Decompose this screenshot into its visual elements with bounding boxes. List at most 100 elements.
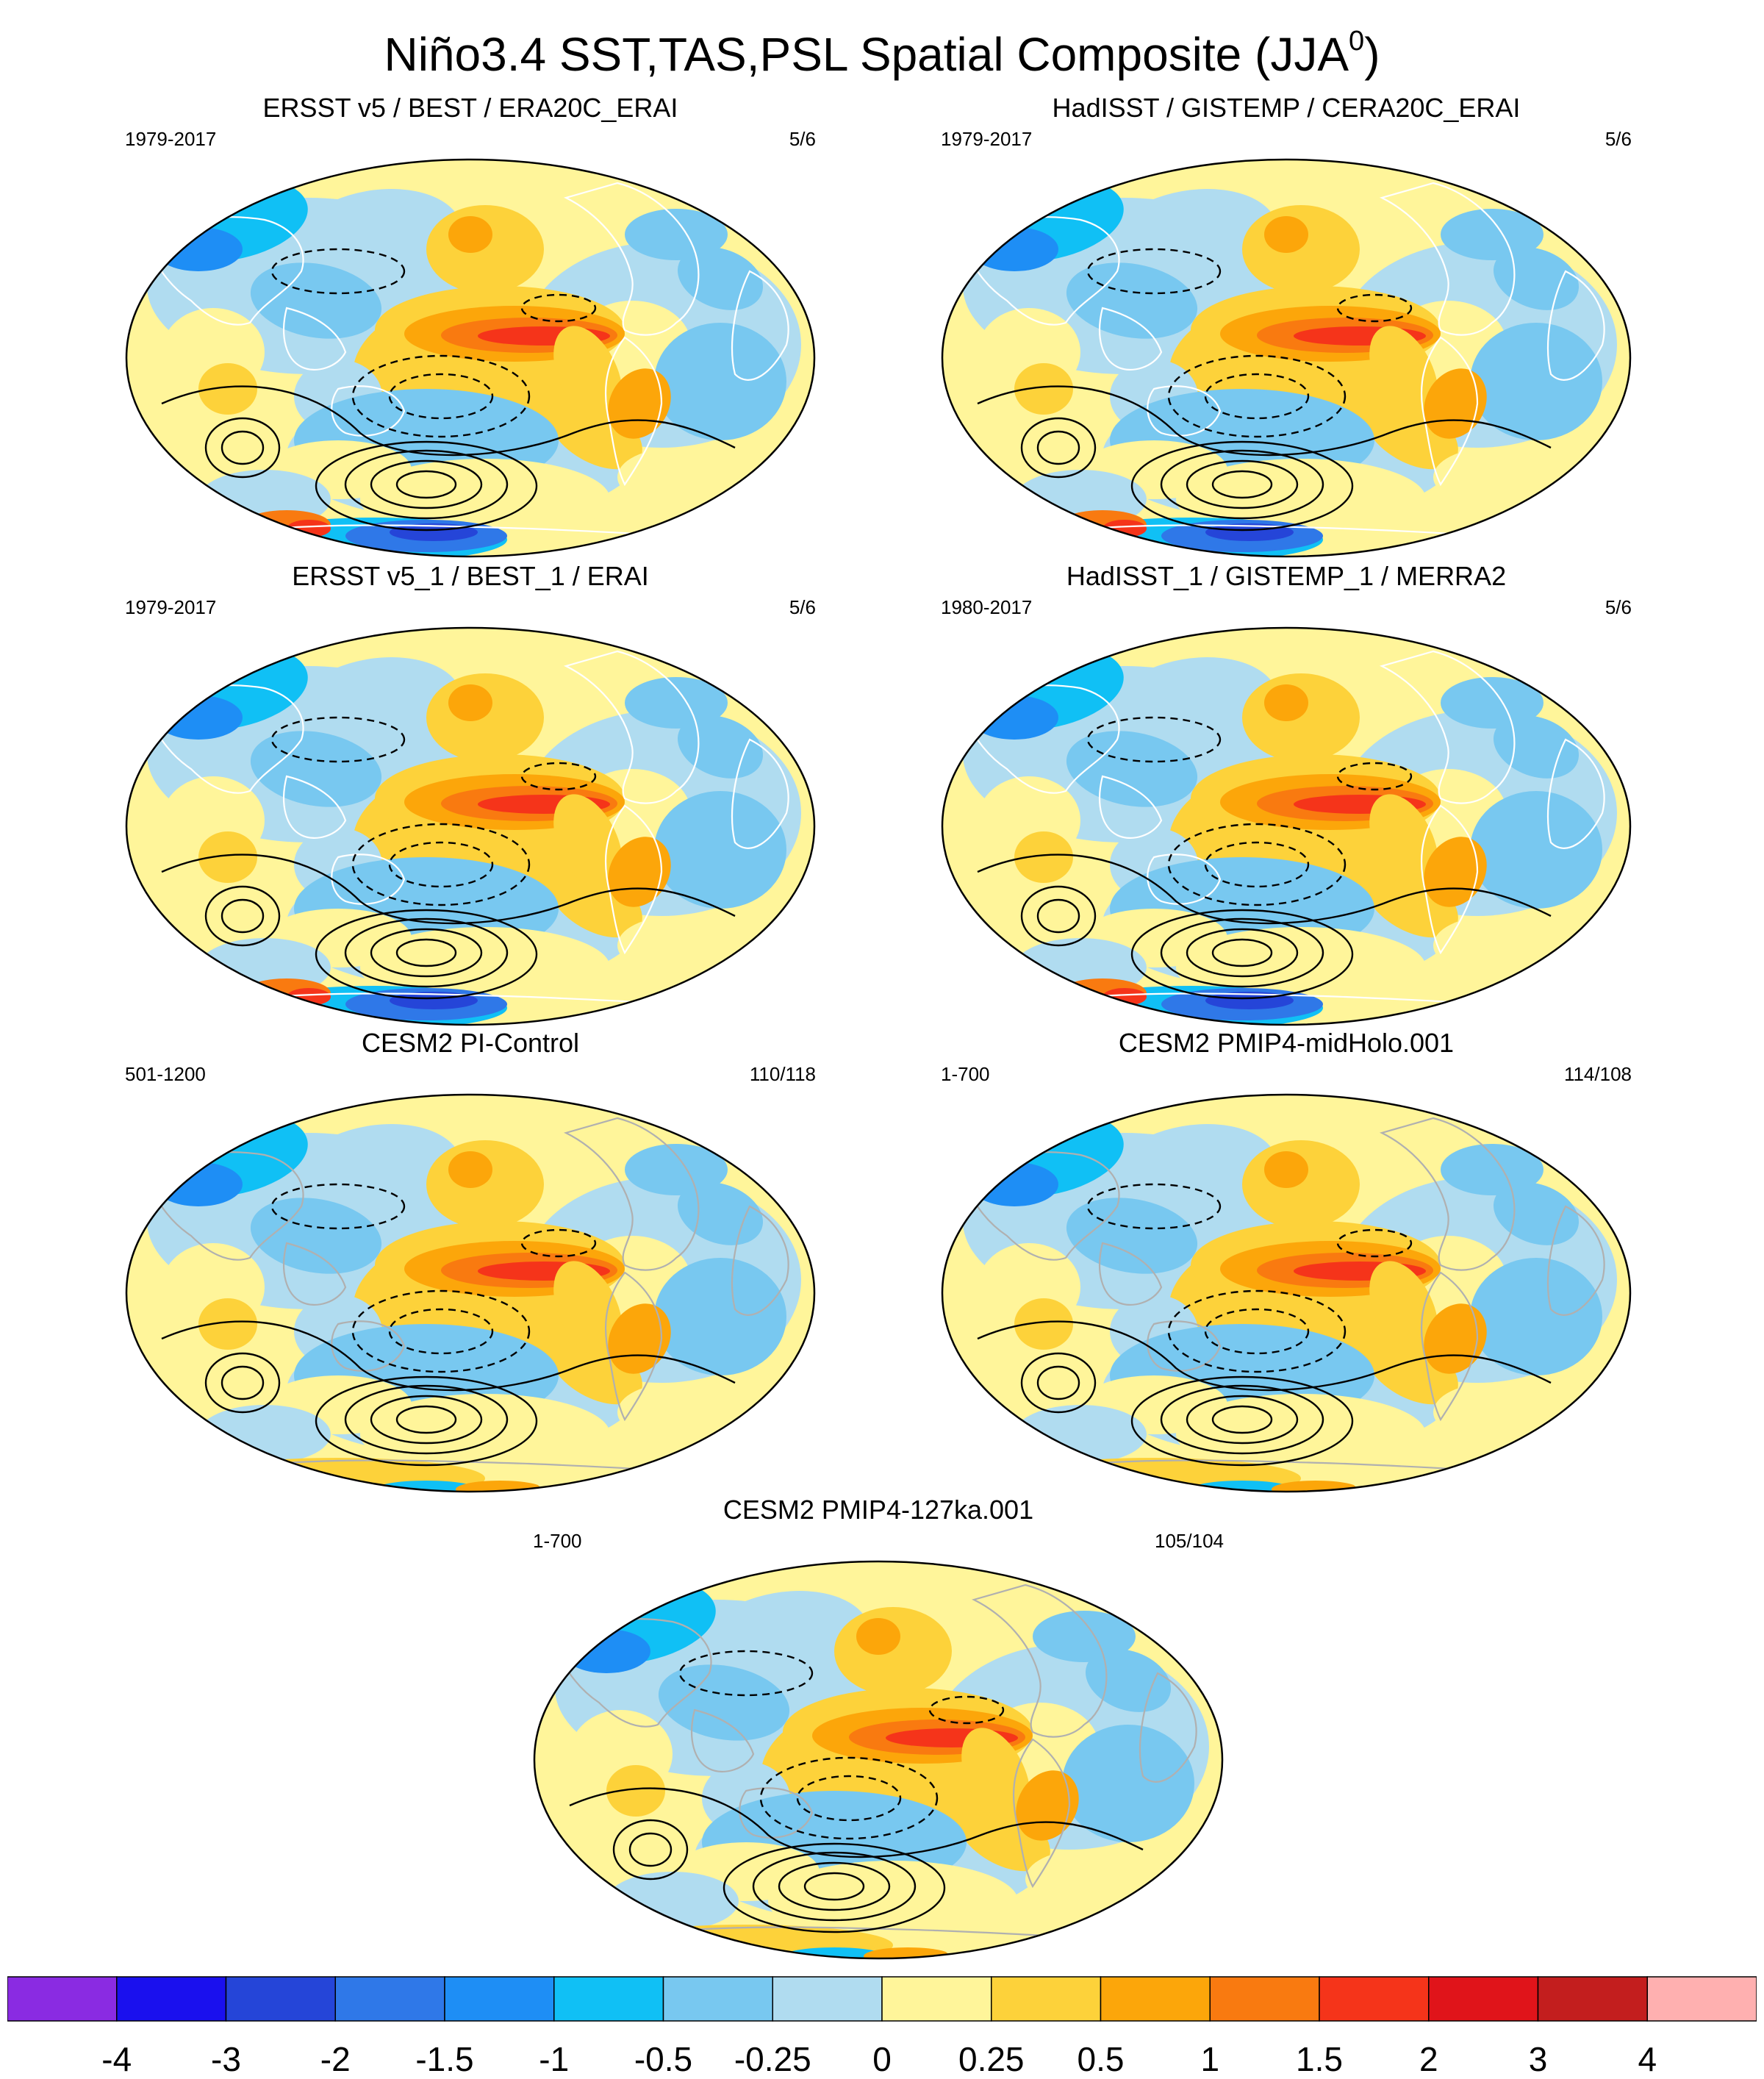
positive-psl-contour <box>204 885 281 947</box>
anomaly-region <box>1014 1405 1147 1464</box>
negative-psl-contour <box>388 1308 494 1355</box>
anomaly-region <box>1493 715 1580 779</box>
negative-psl-contour <box>351 1289 531 1373</box>
positive-psl-contour <box>1160 917 1324 988</box>
anomaly-region <box>1470 323 1602 440</box>
anomaly-region <box>1264 684 1308 721</box>
positive-psl-contour <box>1020 417 1097 479</box>
positive-psl-contour <box>1160 449 1324 520</box>
negative-psl-contour <box>1336 762 1413 791</box>
anomaly-region <box>1066 1198 1198 1274</box>
negative-psl-contour <box>520 1228 597 1258</box>
panel-count: 105/104 <box>1155 1530 1224 1552</box>
positive-psl-contour <box>723 1842 946 1933</box>
colorbar-swatch <box>1428 1976 1539 2022</box>
anomaly-region <box>606 1872 739 1930</box>
colorbar-tick-label: -4 <box>101 2040 132 2078</box>
anomaly-region <box>1264 1151 1308 1188</box>
coastline <box>1420 804 1479 955</box>
anomaly-field <box>534 1561 1222 1958</box>
colorbar-swatch <box>7 1976 118 2022</box>
colorbar-tick-label: -1.5 <box>415 2040 474 2078</box>
colorbar-swatch <box>991 1976 1102 2022</box>
coastline <box>604 336 663 487</box>
colorbar-swatch <box>772 1976 883 2022</box>
anomaly-region <box>1242 205 1360 293</box>
colorbar-swatch <box>444 1976 555 2022</box>
anomaly-region <box>1433 448 1551 507</box>
coastline <box>331 385 406 437</box>
positive-psl-contour <box>220 898 265 934</box>
positive-psl-contour <box>1130 440 1354 532</box>
anomaly-region <box>1066 262 1198 339</box>
anomaly-region <box>1433 916 1551 975</box>
panel-period: 1979-2017 <box>125 128 217 150</box>
psl-contour <box>569 1787 1144 1858</box>
psl-contour <box>161 385 736 457</box>
negative-psl-contour <box>351 354 531 438</box>
panel-period: 501-1200 <box>125 1063 206 1085</box>
colorbar-tick-label: 2 <box>1419 2040 1438 2078</box>
colorbar-tick-label: 0.25 <box>958 2040 1025 2078</box>
anomaly-region <box>1176 1394 1426 1475</box>
positive-psl-contour <box>315 909 538 1000</box>
psl-contour <box>977 1320 1552 1392</box>
map-panel-2: HadISST / GISTEMP / CERA20C_ERAI 1979-20… <box>933 92 1639 562</box>
anomaly-region <box>768 1861 1018 1942</box>
negative-psl-contour <box>351 823 531 906</box>
robinson-map <box>118 1089 823 1497</box>
negative-psl-contour <box>1204 1308 1310 1355</box>
anomaly-field <box>942 160 1630 557</box>
anomaly-region <box>654 1258 786 1375</box>
panel-title: CESM2 PMIP4-127ka.001 <box>723 1495 1034 1525</box>
coastline <box>1420 1271 1479 1422</box>
psl-contours <box>569 1650 1144 1933</box>
anomaly-region <box>1272 1481 1360 1492</box>
colorbar-swatch <box>553 1976 664 2022</box>
panel-title: HadISST_1 / GISTEMP_1 / MERRA2 <box>1066 561 1507 591</box>
colorbar-tick-label: -3 <box>211 2040 241 2078</box>
anomaly-region <box>1433 1383 1551 1442</box>
anomaly-region <box>456 1481 544 1492</box>
anomaly-region <box>1033 1611 1136 1662</box>
robinson-map <box>933 154 1639 562</box>
robinson-map <box>933 622 1639 1031</box>
colorbar-tick-label: -1 <box>539 2040 570 2078</box>
panel-count: 5/6 <box>1605 128 1632 150</box>
anomaly-region <box>1062 1725 1194 1842</box>
negative-psl-contour <box>520 293 597 323</box>
negative-psl-contour <box>270 248 406 295</box>
coastline <box>1099 307 1163 371</box>
anomaly-region <box>360 1394 610 1475</box>
panel-period: 1-700 <box>941 1063 990 1085</box>
colorbar-tick-label: -2 <box>320 2040 351 2078</box>
colorbar-swatch <box>1209 1976 1320 2022</box>
anomaly-region <box>1441 1144 1544 1195</box>
psl-contour <box>977 385 1552 457</box>
panel-period: 1979-2017 <box>125 596 217 618</box>
robinson-map <box>118 154 823 562</box>
anomaly-region <box>1066 731 1198 807</box>
anomaly-region <box>1470 791 1602 909</box>
psl-contours <box>161 1183 736 1467</box>
psl-contours <box>977 716 1552 1000</box>
anomaly-region <box>1025 1850 1143 1908</box>
coastline <box>1420 336 1479 487</box>
coastline <box>1379 1117 1516 1271</box>
positive-psl-contour <box>803 1872 865 1901</box>
positive-psl-contour <box>204 417 281 479</box>
anomaly-region <box>1014 831 1073 883</box>
positive-psl-contour <box>395 1405 457 1434</box>
positive-psl-contour <box>395 470 457 499</box>
coastline <box>1099 1242 1163 1306</box>
colorbar-swatch <box>881 1976 992 2022</box>
negative-psl-contour <box>759 1756 939 1840</box>
robinson-map-svg <box>941 158 1632 558</box>
negative-psl-contour <box>388 373 494 420</box>
anomaly-region <box>654 791 786 909</box>
negative-psl-contour <box>1086 248 1222 295</box>
positive-psl-contour <box>1211 1405 1273 1434</box>
positive-psl-contour <box>628 1832 673 1867</box>
panel-title: CESM2 PMIP4-midHolo.001 <box>1118 1028 1455 1058</box>
positive-psl-contour <box>1186 459 1299 509</box>
